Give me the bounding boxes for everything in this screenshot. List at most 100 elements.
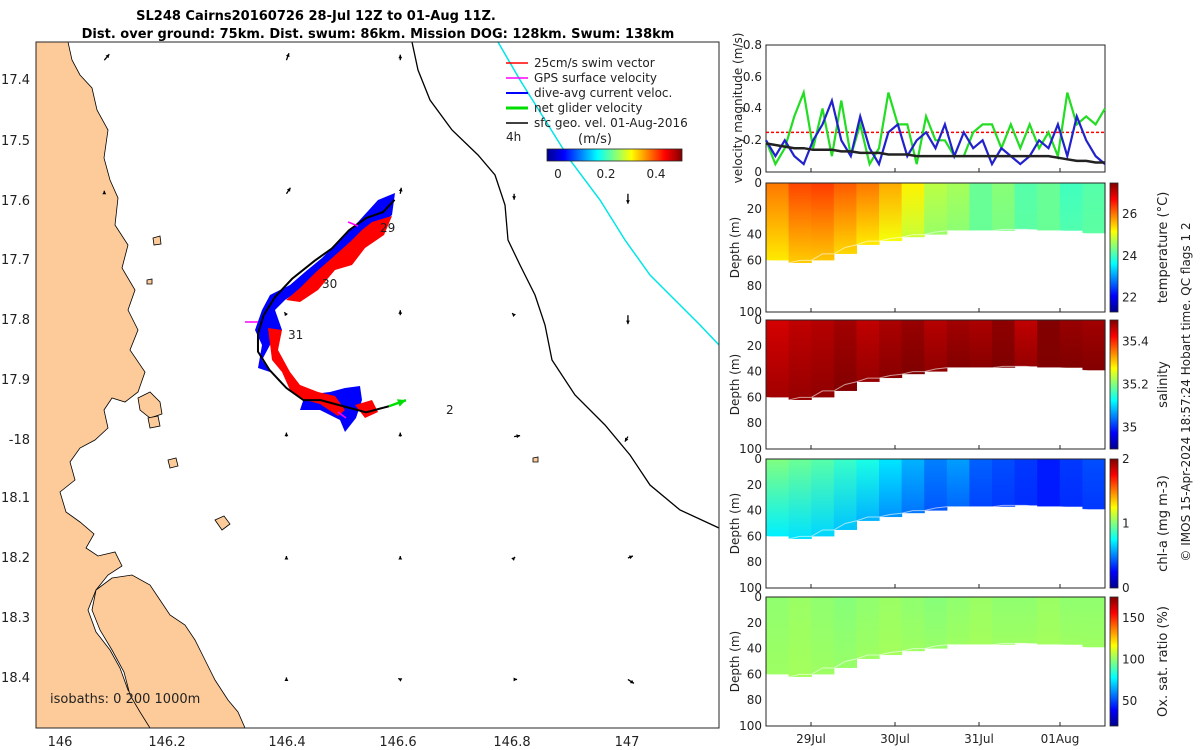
isobath-200m (411, 42, 719, 529)
profile-column (969, 459, 993, 507)
cbar-tick: 24 (1122, 249, 1137, 263)
map-frame (35, 41, 720, 729)
map-x-ticks: 146 146.2 146.4 146.6 146.8 147 (48, 735, 640, 750)
profile-column (1082, 459, 1106, 510)
velocity-yticks: 0 0.2 0.4 0.6 0.8 (743, 38, 762, 179)
geo-vector (397, 677, 403, 682)
geo-vector (283, 311, 288, 317)
map-x-tick: 146.2 (148, 735, 185, 750)
map-x-tick: 146 (48, 735, 73, 750)
cbar-label: Ox. sat. ratio (%) (1156, 606, 1171, 717)
velocity-panel: velocity magnitude (m/s) 0 0.2 0.4 0.6 0… (731, 33, 1106, 183)
geo-vector (284, 677, 289, 681)
profile-column (1059, 459, 1083, 507)
profile-column (833, 183, 857, 254)
profile-column (946, 320, 970, 368)
geo-vector (627, 678, 635, 684)
island-1 (137, 391, 163, 419)
profile-colorbar (1109, 596, 1119, 727)
profile-column (1082, 320, 1106, 371)
depth-tick: 20 (747, 339, 762, 353)
geo-vector (513, 434, 521, 439)
profile-column (901, 459, 925, 514)
profile-column (924, 459, 948, 511)
depth-tick: 80 (747, 555, 762, 569)
profile-column (766, 320, 790, 398)
profile-column (766, 183, 790, 261)
cbar-tick: 26 (1122, 207, 1137, 221)
profile-column (788, 459, 812, 539)
profile-column (969, 183, 993, 231)
profile-column (1037, 597, 1061, 645)
profile-column (879, 183, 903, 242)
map-y-tick: 18.1 (1, 491, 30, 506)
profile-panel-salinity: 0 20 40 60 80 100 Depth (m) 35 35.2 35.4 salinity (728, 313, 1171, 456)
profile-column (766, 597, 790, 675)
depth-tick: 60 (747, 390, 762, 404)
profile-column (901, 320, 925, 375)
map-y-tick: 18.3 (1, 611, 30, 626)
map-y-tick: -18 (9, 433, 30, 448)
profile-ylabel: Depth (m) (728, 631, 742, 692)
vel-ytick: 0.2 (743, 133, 762, 147)
depth-tick: 100 (739, 442, 762, 456)
profile-column (788, 597, 812, 677)
island-5 (532, 456, 539, 463)
map-y-tick: 17.6 (1, 194, 30, 209)
colorbar-tick: 0.2 (596, 167, 615, 181)
profile-colorbar (1109, 319, 1119, 450)
isobaths-note: isobaths: 0 200 1000m (50, 692, 200, 707)
time-axis: 29Jul 30Jul 31Jul 01Aug (796, 732, 1079, 746)
profile-column (1082, 183, 1106, 234)
land-headland (91, 574, 246, 728)
profile-colorbar (1109, 458, 1119, 589)
profile-column (924, 597, 948, 649)
island-3 (167, 457, 179, 469)
depth-tick: 100 (739, 719, 762, 733)
cbar-tick: 35 (1122, 421, 1137, 435)
profile-column (992, 183, 1016, 231)
vel-ytick: 0.6 (743, 70, 762, 84)
profile-column (946, 183, 970, 231)
profile-column (856, 459, 880, 521)
cbar-tick: 1 (1122, 517, 1130, 531)
day-label-30: 30 (322, 277, 337, 291)
map-y-tick: 17.5 (1, 134, 30, 149)
depth-tick: 80 (747, 693, 762, 707)
depth-tick: 20 (747, 478, 762, 492)
swim-patches (268, 216, 392, 418)
net-velocity-arrow (388, 398, 407, 408)
geo-vector (102, 190, 107, 195)
profile-column (1037, 183, 1061, 231)
geo-vector (285, 187, 291, 195)
velocity-line (765, 142, 1105, 164)
velocity-line (764, 88, 1106, 168)
map-y-tick: 18.2 (1, 551, 30, 566)
profile-column (1014, 183, 1038, 230)
legend-hours: 4h (506, 130, 521, 144)
time-tick: 31Jul (964, 732, 994, 746)
profile-column (879, 320, 903, 379)
side-note: © IMOS 15-Apr-2024 18:57:24 Hobart time.… (1179, 222, 1193, 561)
island-7 (152, 235, 162, 246)
map-x-tick: 146.8 (493, 735, 530, 750)
island-6 (146, 278, 153, 285)
legend-gps: GPS surface velocity (534, 71, 657, 85)
vel-ytick: 0 (754, 165, 762, 179)
map-panel: 29 30 31 2 146 146.2 146.4 146.6 146.8 1… (1, 41, 720, 750)
map-y-tick: 17.4 (1, 73, 30, 88)
cbar-label: chl-a (mg m-3) (1156, 475, 1171, 572)
profile-column (788, 320, 812, 400)
depth-tick: 60 (747, 253, 762, 267)
profile-panel-temperature: 0 20 40 60 80 100 Depth (m) 22 24 26 temperature (… (728, 176, 1171, 319)
profile-column (992, 459, 1016, 507)
vel-ytick: 0.4 (743, 101, 762, 115)
isobath-1000m (497, 42, 719, 346)
cbar-tick: 50 (1122, 694, 1137, 708)
legend-net: net glider velocity (534, 101, 642, 115)
time-tick: 30Jul (880, 732, 910, 746)
depth-tick: 40 (747, 642, 762, 656)
profile-column (856, 597, 880, 659)
depth-tick: 60 (747, 667, 762, 681)
